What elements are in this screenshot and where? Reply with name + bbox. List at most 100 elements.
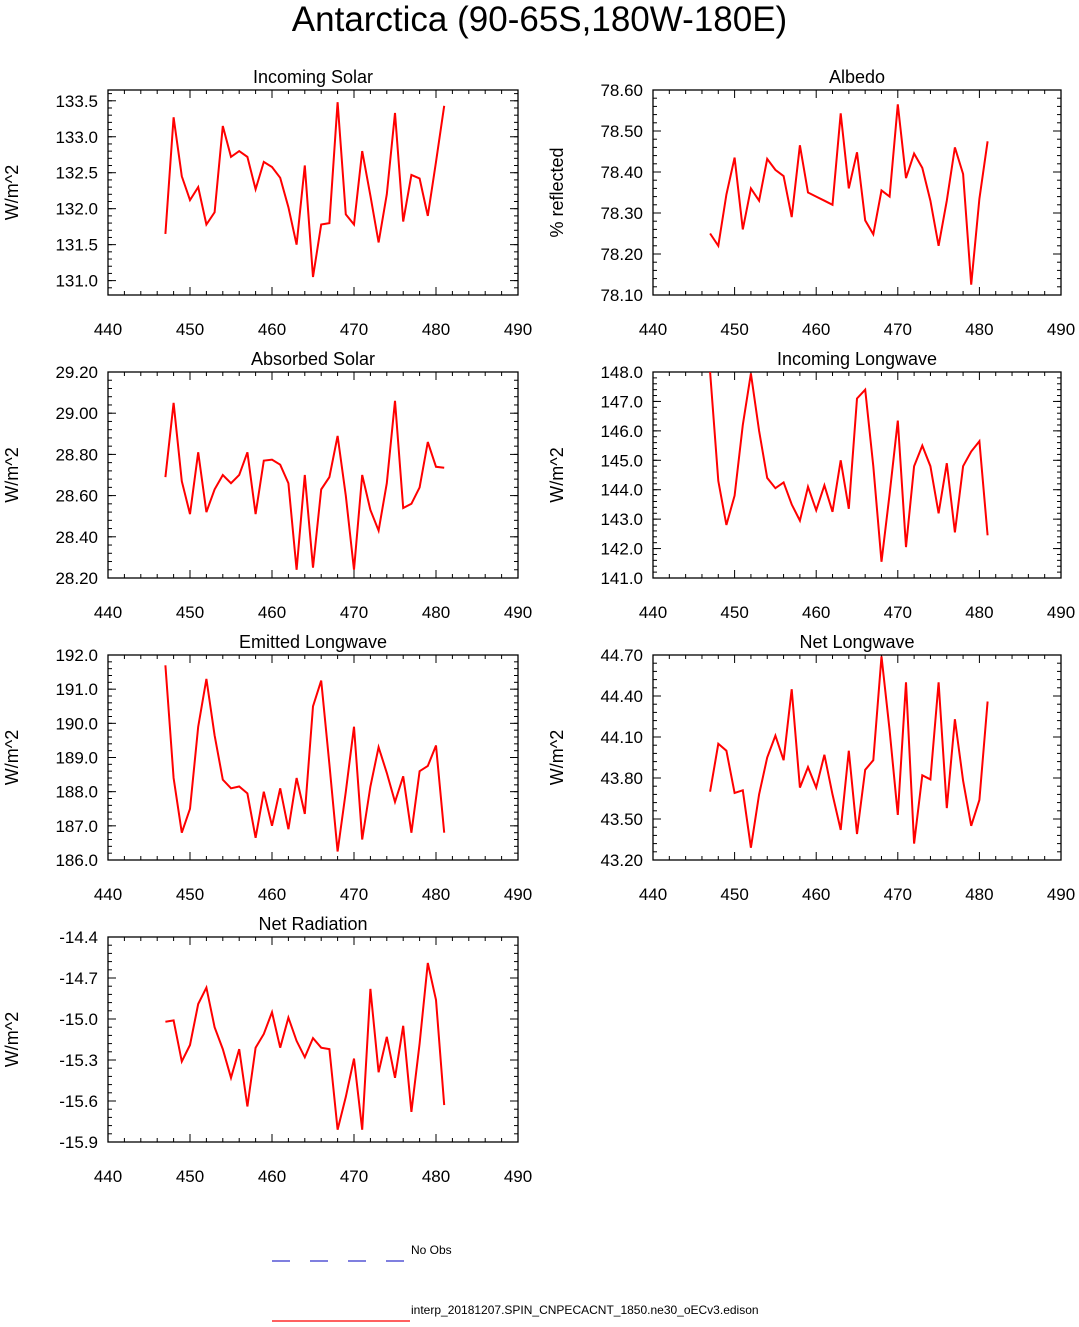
x-tick-label: 440 [639, 603, 667, 622]
y-tick-label: 131.0 [55, 272, 98, 291]
x-tick-label: 440 [94, 320, 122, 339]
x-tick-label: 490 [504, 885, 532, 904]
x-tick-label: 450 [720, 320, 748, 339]
y-axis-label: W/m^2 [547, 730, 567, 785]
legend-line-no-obs [272, 1249, 410, 1262]
plot-frame [107, 371, 519, 579]
x-tick-label: 470 [340, 603, 368, 622]
y-axis-label: % reflected [547, 147, 567, 237]
y-tick-label: 191.0 [55, 680, 98, 699]
plot-frame [652, 371, 1062, 579]
plot-frame [107, 936, 519, 1143]
x-tick-label: 490 [504, 603, 532, 622]
y-tick-label: 145.0 [600, 451, 643, 470]
y-tick-label: 187.0 [55, 817, 98, 836]
panel-title: Albedo [829, 67, 885, 87]
x-tick-label: 470 [340, 320, 368, 339]
y-tick-label: -15.9 [59, 1133, 98, 1152]
x-tick-label: 490 [504, 320, 532, 339]
x-tick-label: 440 [94, 885, 122, 904]
x-tick-label: 480 [965, 603, 993, 622]
x-tick-label: 450 [720, 603, 748, 622]
panel-title: Net Radiation [258, 914, 367, 934]
series-line [709, 371, 989, 562]
x-tick-label: 460 [802, 885, 830, 904]
x-tick-label: 460 [258, 603, 286, 622]
panel-absorbed-solar: 440 450 460 470 480 490 28.20 28.40 28.60 28.80 29… [2, 349, 532, 622]
y-tick-label: 142.0 [600, 540, 643, 559]
x-tick-label: 480 [422, 603, 450, 622]
y-tick-label: 131.5 [55, 236, 98, 255]
y-tick-label: 132.0 [55, 200, 98, 219]
x-tick-label: 450 [720, 885, 748, 904]
legend-line-model [272, 1309, 410, 1322]
x-tick-label: 440 [94, 603, 122, 622]
y-axis-label: W/m^2 [547, 447, 567, 502]
y-tick-label: 28.20 [55, 569, 98, 588]
x-tick-label: 480 [965, 885, 993, 904]
y-tick-label: 44.10 [600, 728, 643, 747]
plot-frame [652, 89, 1062, 296]
y-tick-label: 146.0 [600, 422, 643, 441]
series-line [164, 400, 445, 570]
x-tick-label: 470 [884, 603, 912, 622]
series-line [165, 962, 446, 1130]
panel-net-longwave: 440 450 460 470 480 490 43.20 43.50 43.80 44.10 44… [547, 632, 1075, 904]
x-tick-label: 440 [639, 320, 667, 339]
plot-frame [107, 654, 519, 861]
y-tick-label: 78.60 [600, 81, 643, 100]
x-tick-label: 490 [504, 1167, 532, 1186]
x-tick-label: 460 [258, 885, 286, 904]
plot-frame [107, 89, 519, 296]
panel-title: Incoming Solar [253, 67, 373, 87]
y-tick-label: 192.0 [55, 646, 98, 665]
y-tick-label: 43.50 [600, 810, 643, 829]
y-tick-label: 44.70 [600, 646, 643, 665]
x-tick-label: 460 [258, 320, 286, 339]
panel-net-radiation: 440 450 460 470 480 490 -15.9 -15.6 -15.3 -15.0 -1… [2, 914, 532, 1186]
x-tick-label: 450 [176, 1167, 204, 1186]
x-tick-label: 480 [422, 1167, 450, 1186]
panel-emitted-longwave: 440 450 460 470 480 490 186.0 187.0 188.0 189.0 19… [2, 632, 532, 904]
y-axis-label: W/m^2 [2, 1012, 22, 1067]
series-line [164, 102, 446, 278]
x-tick-label: 480 [422, 320, 450, 339]
y-tick-label: 78.40 [600, 163, 643, 182]
panel-incoming-longwave: 440 450 460 470 480 490 141.0 142.0 143.0 144.0 14… [547, 349, 1075, 622]
panel-title: Net Longwave [799, 632, 914, 652]
y-tick-label: 186.0 [55, 851, 98, 870]
x-tick-label: 460 [802, 603, 830, 622]
x-tick-label: 480 [965, 320, 993, 339]
y-tick-label: 147.0 [600, 392, 643, 411]
page-title: Antarctica (90-65S,180W-180E) [291, 0, 788, 39]
y-axis-label: W/m^2 [2, 165, 22, 220]
y-tick-label: -14.7 [59, 969, 98, 988]
y-tick-label: 190.0 [55, 714, 98, 733]
y-tick-label: 78.50 [600, 122, 643, 141]
x-tick-label: 490 [1047, 320, 1075, 339]
series-line [709, 104, 989, 285]
y-axis-label: W/m^2 [2, 447, 22, 502]
y-tick-label: 188.0 [55, 783, 98, 802]
x-tick-label: 460 [258, 1167, 286, 1186]
x-tick-label: 440 [639, 885, 667, 904]
y-tick-label: 43.20 [600, 851, 643, 870]
y-tick-label: 43.80 [600, 769, 643, 788]
legend-label-no-obs: No Obs [411, 1243, 452, 1257]
y-tick-label: 29.20 [55, 363, 98, 382]
panel-title: Absorbed Solar [251, 349, 375, 369]
y-tick-label: 28.60 [55, 487, 98, 506]
y-tick-label: -15.0 [59, 1010, 98, 1029]
y-tick-label: 78.10 [600, 286, 643, 305]
y-tick-label: 141.0 [600, 569, 643, 588]
y-tick-label: 28.40 [55, 528, 98, 547]
y-tick-label: 28.80 [55, 445, 98, 464]
series-line [164, 665, 446, 852]
x-tick-label: 440 [94, 1167, 122, 1186]
panel-title: Incoming Longwave [777, 349, 937, 369]
y-tick-label: 144.0 [600, 481, 643, 500]
y-tick-label: -14.4 [59, 928, 98, 947]
x-tick-label: 490 [1047, 603, 1075, 622]
legend-label-model: interp_20181207.SPIN_CNPECACNT_1850.ne30… [411, 1303, 759, 1317]
